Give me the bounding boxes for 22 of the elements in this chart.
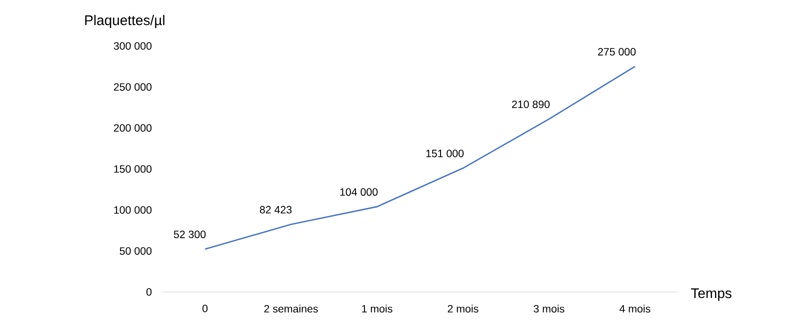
x-tick-label: 3 mois: [534, 304, 564, 313]
y-tick-label: 50 000: [120, 247, 152, 255]
x-tick-label: 1 mois: [362, 304, 392, 313]
x-tick-label: 2 mois: [448, 304, 478, 313]
data-label: 52 300: [174, 230, 206, 238]
y-tick-label: 200 000: [114, 124, 152, 132]
x-axis-title: Temps: [691, 288, 732, 301]
y-tick-label: 300 000: [114, 42, 152, 50]
y-tick-label: 250 000: [114, 83, 152, 91]
data-label: 104 000: [340, 188, 378, 196]
x-tick-label: 2 semaines: [264, 304, 318, 313]
data-label: 151 000: [426, 150, 464, 158]
data-label: 275 000: [598, 48, 636, 56]
line-series: [204, 66, 636, 250]
data-label: 82 423: [260, 206, 292, 214]
data-label: 210 890: [512, 100, 550, 108]
y-tick-label: 100 000: [114, 206, 152, 214]
y-axis-title: Plaquettes/µl: [85, 14, 164, 28]
y-tick-label: 0: [146, 288, 152, 296]
x-tick-label: 4 mois: [620, 304, 650, 313]
x-tick-label: 0: [202, 304, 208, 312]
y-tick-label: 150 000: [114, 165, 152, 173]
